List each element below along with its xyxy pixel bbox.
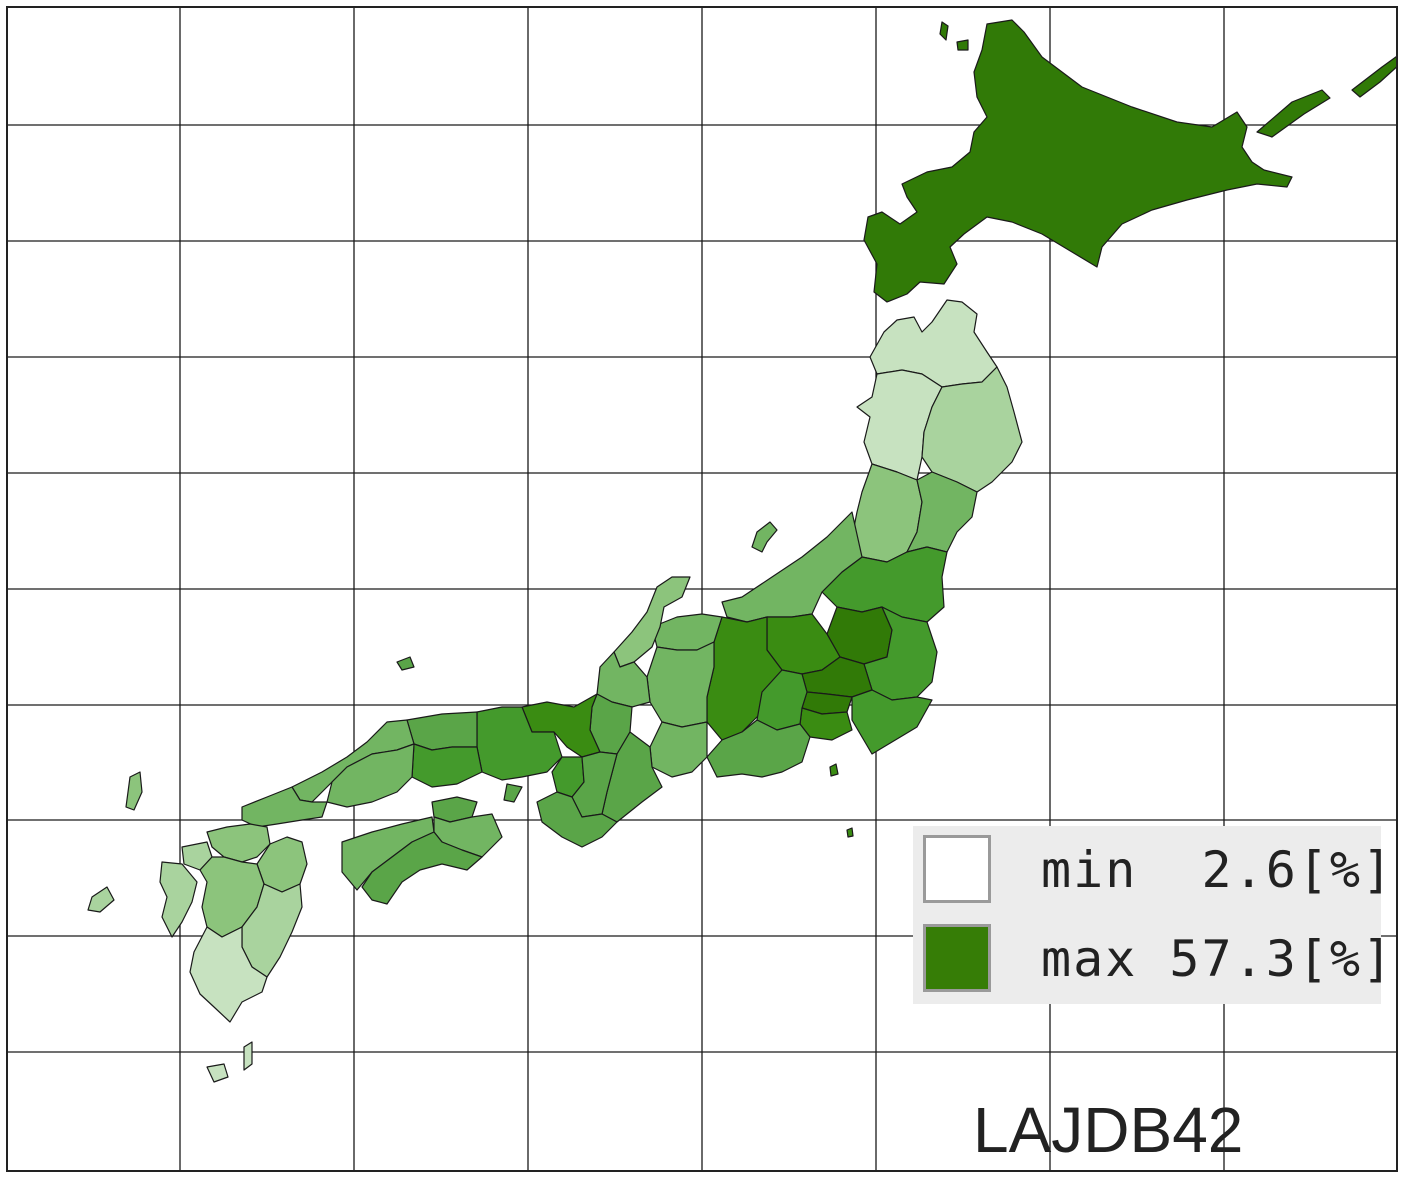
legend-swatch-min bbox=[923, 835, 991, 903]
region-ishikawa bbox=[613, 576, 691, 668]
region-yakushima bbox=[206, 1063, 229, 1083]
legend-min-label: min 2.6[%] bbox=[1041, 841, 1395, 899]
region-chiba bbox=[851, 689, 933, 755]
region-tanegashima bbox=[243, 1041, 253, 1071]
region-nagasaki bbox=[159, 861, 198, 938]
region-tsushima bbox=[125, 771, 143, 811]
map-code-label: LAJDB42 bbox=[973, 1094, 1244, 1166]
region-hokkaido bbox=[863, 19, 1293, 303]
region-miyagi bbox=[906, 471, 978, 553]
region-fukuoka bbox=[206, 823, 271, 863]
legend-swatch-max bbox=[923, 924, 991, 992]
region-kochi bbox=[361, 831, 483, 905]
region-kagoshima bbox=[189, 926, 268, 1023]
region-miyazaki bbox=[241, 883, 303, 978]
map-frame: min 2.6[%] max 57.3[%] LAJDB42 bbox=[6, 6, 1398, 1172]
region-goto-islands bbox=[87, 886, 115, 913]
region-gifu bbox=[646, 641, 715, 728]
region-shizuoka bbox=[706, 719, 811, 778]
region-oki-island bbox=[396, 656, 415, 671]
legend-row-max: max 57.3[%] bbox=[923, 924, 1392, 1000]
region-wakayama bbox=[536, 791, 618, 848]
map-regions bbox=[87, 19, 1396, 1083]
region-rishiri-island bbox=[956, 39, 969, 51]
region-sado-island bbox=[751, 521, 778, 553]
region-izu-island bbox=[829, 763, 839, 777]
region-iwate bbox=[921, 366, 1023, 493]
region-hiroshima bbox=[326, 743, 415, 808]
legend: min 2.6[%] max 57.3[%] bbox=[913, 826, 1392, 1004]
legend-max-label: max 57.3[%] bbox=[1041, 930, 1395, 988]
region-awaji bbox=[503, 783, 523, 803]
region-tottori bbox=[406, 711, 478, 751]
region-aichi bbox=[649, 721, 708, 778]
region-kuril-island bbox=[1256, 89, 1331, 138]
legend-row-min: min 2.6[%] bbox=[923, 835, 1392, 911]
region-rebun-island bbox=[939, 21, 949, 41]
region-izu-island bbox=[846, 827, 854, 838]
region-kuril-island bbox=[1351, 56, 1396, 98]
choropleth-map bbox=[8, 8, 1396, 1170]
region-okayama bbox=[411, 743, 483, 788]
